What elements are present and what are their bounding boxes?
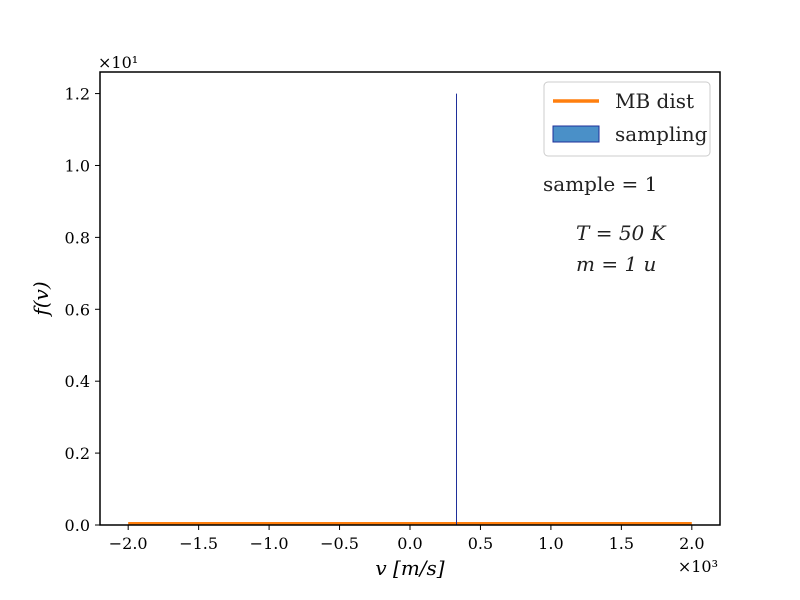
x-axis-label: v [m/s] — [375, 556, 444, 580]
x-tick-label: −1.5 — [179, 534, 218, 553]
x-tick-label: 0.0 — [397, 534, 422, 553]
y-axis-ticks: 0.0 0.2 0.4 0.6 0.8 1.0 1.2 — [65, 85, 100, 535]
annotation-temperature: T = 50 K — [576, 221, 667, 245]
x-axis-ticks: −2.0 −1.5 −1.0 −0.5 0.0 0.5 1.0 1.5 2.0 — [109, 525, 705, 553]
x-tick-label: −0.5 — [320, 534, 359, 553]
y-tick-label: 1.2 — [65, 85, 90, 104]
x-tick-label: 1.0 — [538, 534, 563, 553]
x-tick-label: 2.0 — [679, 534, 704, 553]
annotation-mass: m = 1 u — [576, 252, 656, 276]
x-tick-label: −1.0 — [250, 534, 289, 553]
y-tick-label: 0.6 — [65, 300, 90, 319]
y-axis-label: f(v) — [29, 281, 53, 317]
plot-content — [128, 93, 692, 526]
x-tick-label: 1.5 — [609, 534, 634, 553]
y-tick-label: 0.0 — [65, 516, 90, 535]
y-tick-label: 0.2 — [65, 444, 90, 463]
y-tick-label: 1.0 — [65, 156, 90, 175]
y-axis-multiplier: ×10¹ — [98, 53, 138, 72]
y-tick-label: 0.8 — [65, 228, 90, 247]
legend-label-sampling: sampling — [615, 122, 708, 146]
legend-label-mb-dist: MB dist — [615, 89, 694, 113]
x-axis-multiplier: ×10³ — [678, 557, 718, 576]
annotation-sample-count: sample = 1 — [543, 172, 657, 196]
legend-swatch-sampling — [552, 125, 600, 143]
legend: MB dist sampling — [543, 81, 711, 157]
x-tick-label: −2.0 — [109, 534, 148, 553]
x-tick-label: 0.5 — [468, 534, 493, 553]
y-tick-label: 0.4 — [65, 372, 90, 391]
